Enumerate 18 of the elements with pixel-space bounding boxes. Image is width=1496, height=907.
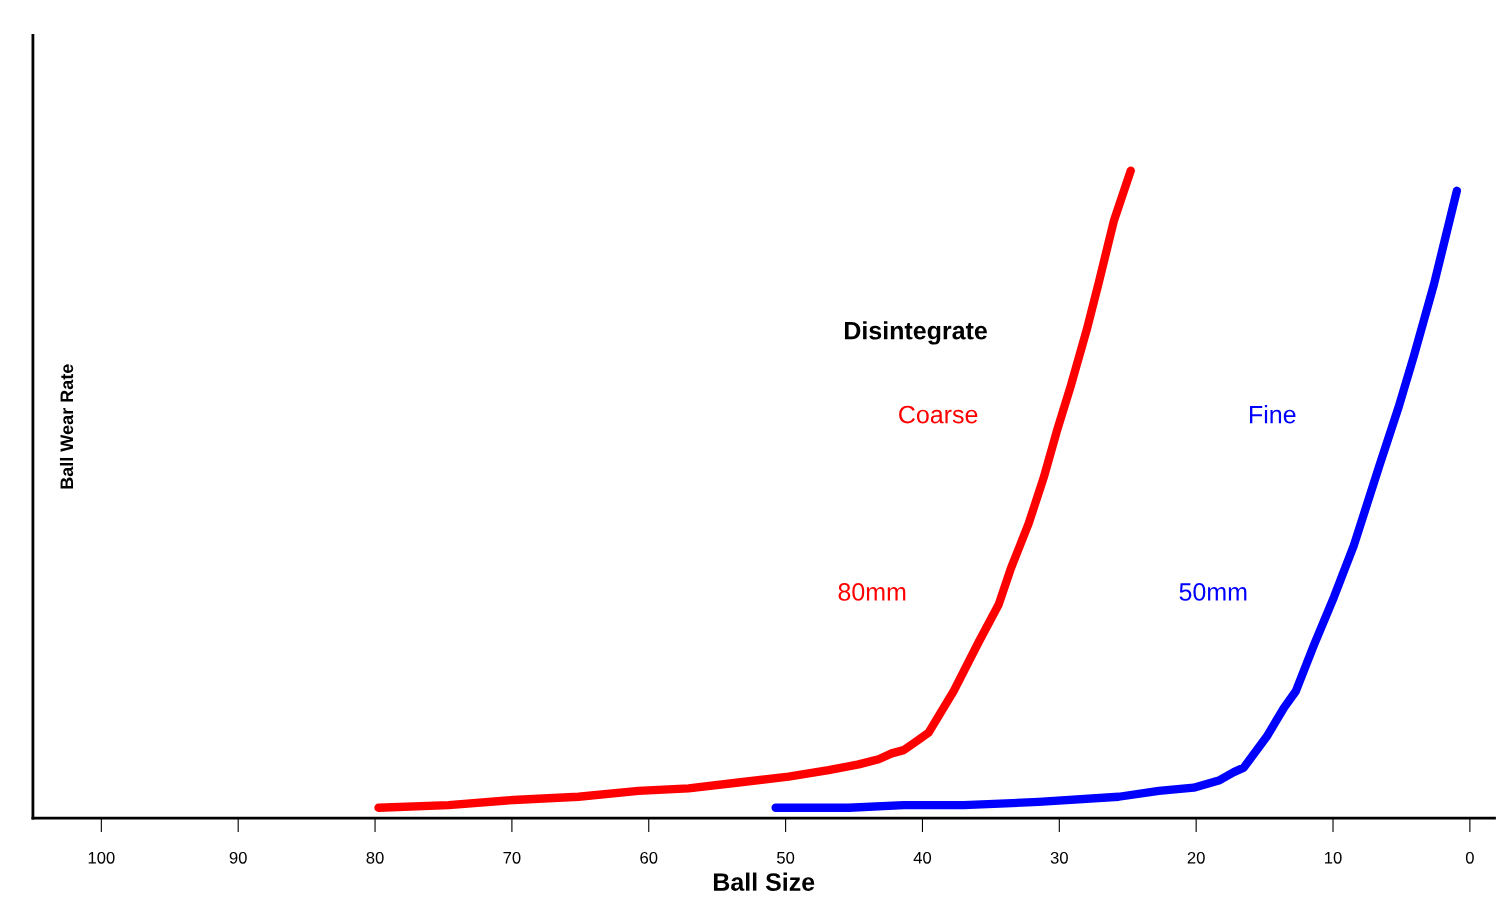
x-tick-label: 90 <box>229 851 247 864</box>
x-tick-label: 10 <box>1325 851 1342 864</box>
text: Coarse <box>899 405 978 424</box>
annotation: 80mm <box>838 583 906 601</box>
x-axis-title: Ball Size <box>713 872 815 891</box>
y-axis-title: Ball Wear Rate <box>59 364 74 489</box>
x-tick-label: 70 <box>503 851 521 864</box>
x-tick-label: 50 <box>777 851 795 864</box>
x-tick-label: 30 <box>1050 851 1068 864</box>
text: Fine <box>1250 405 1296 424</box>
annotation: Disintegrate <box>844 321 987 345</box>
x-tick-label: 20 <box>1187 851 1205 864</box>
x-tick-label: 100 <box>88 851 115 864</box>
x-tick-label: 0 <box>1465 851 1474 864</box>
annotation: 50mm <box>1179 583 1247 601</box>
x-tick-label: 40 <box>913 851 932 864</box>
x-tick-label: 80 <box>366 851 384 864</box>
x-tick-label: 60 <box>640 851 658 864</box>
